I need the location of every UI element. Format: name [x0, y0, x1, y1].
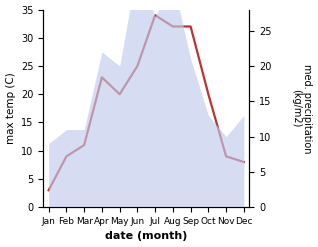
- Y-axis label: max temp (C): max temp (C): [5, 72, 16, 144]
- X-axis label: date (month): date (month): [105, 231, 187, 242]
- Y-axis label: med. precipitation
(kg/m2): med. precipitation (kg/m2): [291, 64, 313, 153]
